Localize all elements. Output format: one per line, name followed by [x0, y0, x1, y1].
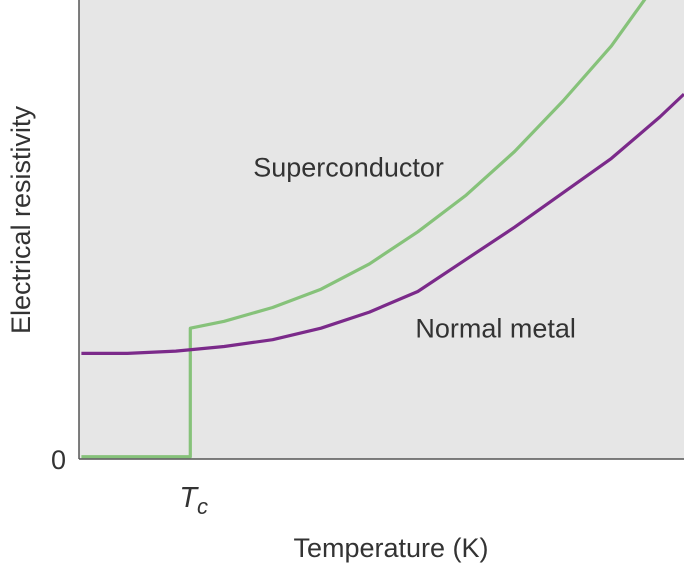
series-line-normal-metal — [81, 92, 684, 355]
y-tick-label: 0 — [51, 445, 66, 475]
x-tick-label-main: T — [179, 482, 199, 514]
series-label-layer: Superconductor Normal metal — [253, 153, 576, 344]
tick-layer: 0 Tc — [51, 445, 208, 519]
series-label-normal-metal: Normal metal — [415, 313, 576, 343]
series-line-superconductor — [81, 0, 647, 459]
x-axis-label: Temperature (K) — [293, 533, 488, 563]
y-axis-label: Electrical resistivity — [6, 105, 36, 334]
x-tick-label-sub: c — [197, 494, 208, 519]
series-layer — [81, 0, 684, 459]
series-label-superconductor: Superconductor — [253, 153, 444, 183]
x-tick-label-tc: Tc — [179, 482, 208, 519]
